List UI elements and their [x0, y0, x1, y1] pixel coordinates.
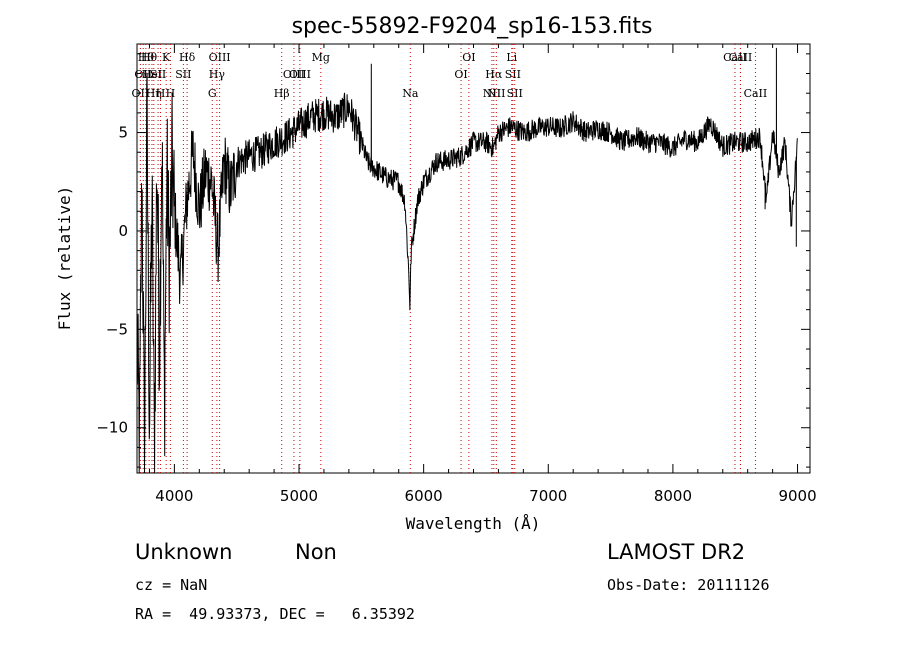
marker-label-10: SII [175, 68, 191, 81]
spectrum-path [136, 47, 798, 474]
survey-label: LAMOST DR2 [607, 540, 746, 564]
marker-label-13: Hγ [209, 68, 226, 81]
marker-label-14: OIII [209, 51, 231, 64]
marker-label-24: NII [487, 87, 505, 100]
marker-label-12: G [208, 87, 217, 100]
x-tick-label-2: 6000 [405, 487, 443, 505]
marker-label-11: Hδ [179, 51, 196, 64]
marker-label-23: Hα [485, 68, 503, 81]
x-axis-label: Wavelength (Å) [406, 514, 541, 533]
marker-label-26: SII [505, 68, 521, 81]
marker-label-6: SII [150, 68, 166, 81]
marker-label-20: OI [454, 68, 467, 81]
marker-label-8: K [162, 51, 171, 64]
x-tick-label-1: 5000 [280, 487, 318, 505]
marker-label-29: CaII [729, 51, 753, 64]
x-tick-label-5: 9000 [778, 487, 816, 505]
marker-label-3: Hθ [141, 51, 158, 64]
y-tick-label-1: −5 [106, 320, 128, 338]
marker-label-27: SII [507, 87, 523, 100]
axis-ticks: 4000 5000 6000 7000 8000 9000 −10 −5 0 5 [96, 44, 817, 505]
marker-label-25: Li [506, 51, 517, 64]
coords-label: RA = 49.93373, DEC = 6.35392 [135, 605, 415, 623]
x-tick-label-0: 4000 [155, 487, 193, 505]
class-label: Unknown [135, 540, 233, 564]
plot-frame [136, 43, 811, 474]
marker-label-17: OIII [289, 68, 311, 81]
y-axis-label: Flux (relative) [55, 186, 74, 331]
marker-label-18: Mg [312, 51, 330, 64]
subclass-label: Non [295, 540, 337, 564]
y-tick-label-2: 0 [118, 222, 128, 240]
chart-title: spec-55892-F9204_sp16-153.fits [292, 14, 653, 39]
marker-label-1: OII [134, 68, 152, 81]
marker-label-2: Hθ [138, 51, 155, 64]
y-tick-label-0: −10 [96, 419, 128, 437]
cz-label: cz = NaN [135, 576, 208, 594]
marker-label-9: H [166, 87, 176, 100]
marker-label-15: Hβ [274, 87, 290, 100]
marker-label-16: OIII [283, 68, 305, 81]
marker-label-7: H [156, 87, 166, 100]
y-tick-label-3: 5 [118, 124, 128, 142]
x-tick-label-3: 7000 [529, 487, 567, 505]
marker-label-19: Na [402, 87, 419, 100]
obs-date-label: Obs-Date: 20111126 [607, 576, 770, 594]
spectrum-line [136, 47, 798, 474]
marker-label-30: CaII [744, 87, 768, 100]
line-markers: OIIOIIHθHθHeIHηSIIHKHSIIHδGHγOIIIHβOIIIO… [132, 44, 768, 473]
marker-label-21: OI [462, 51, 475, 64]
x-tick-label-4: 8000 [654, 487, 692, 505]
